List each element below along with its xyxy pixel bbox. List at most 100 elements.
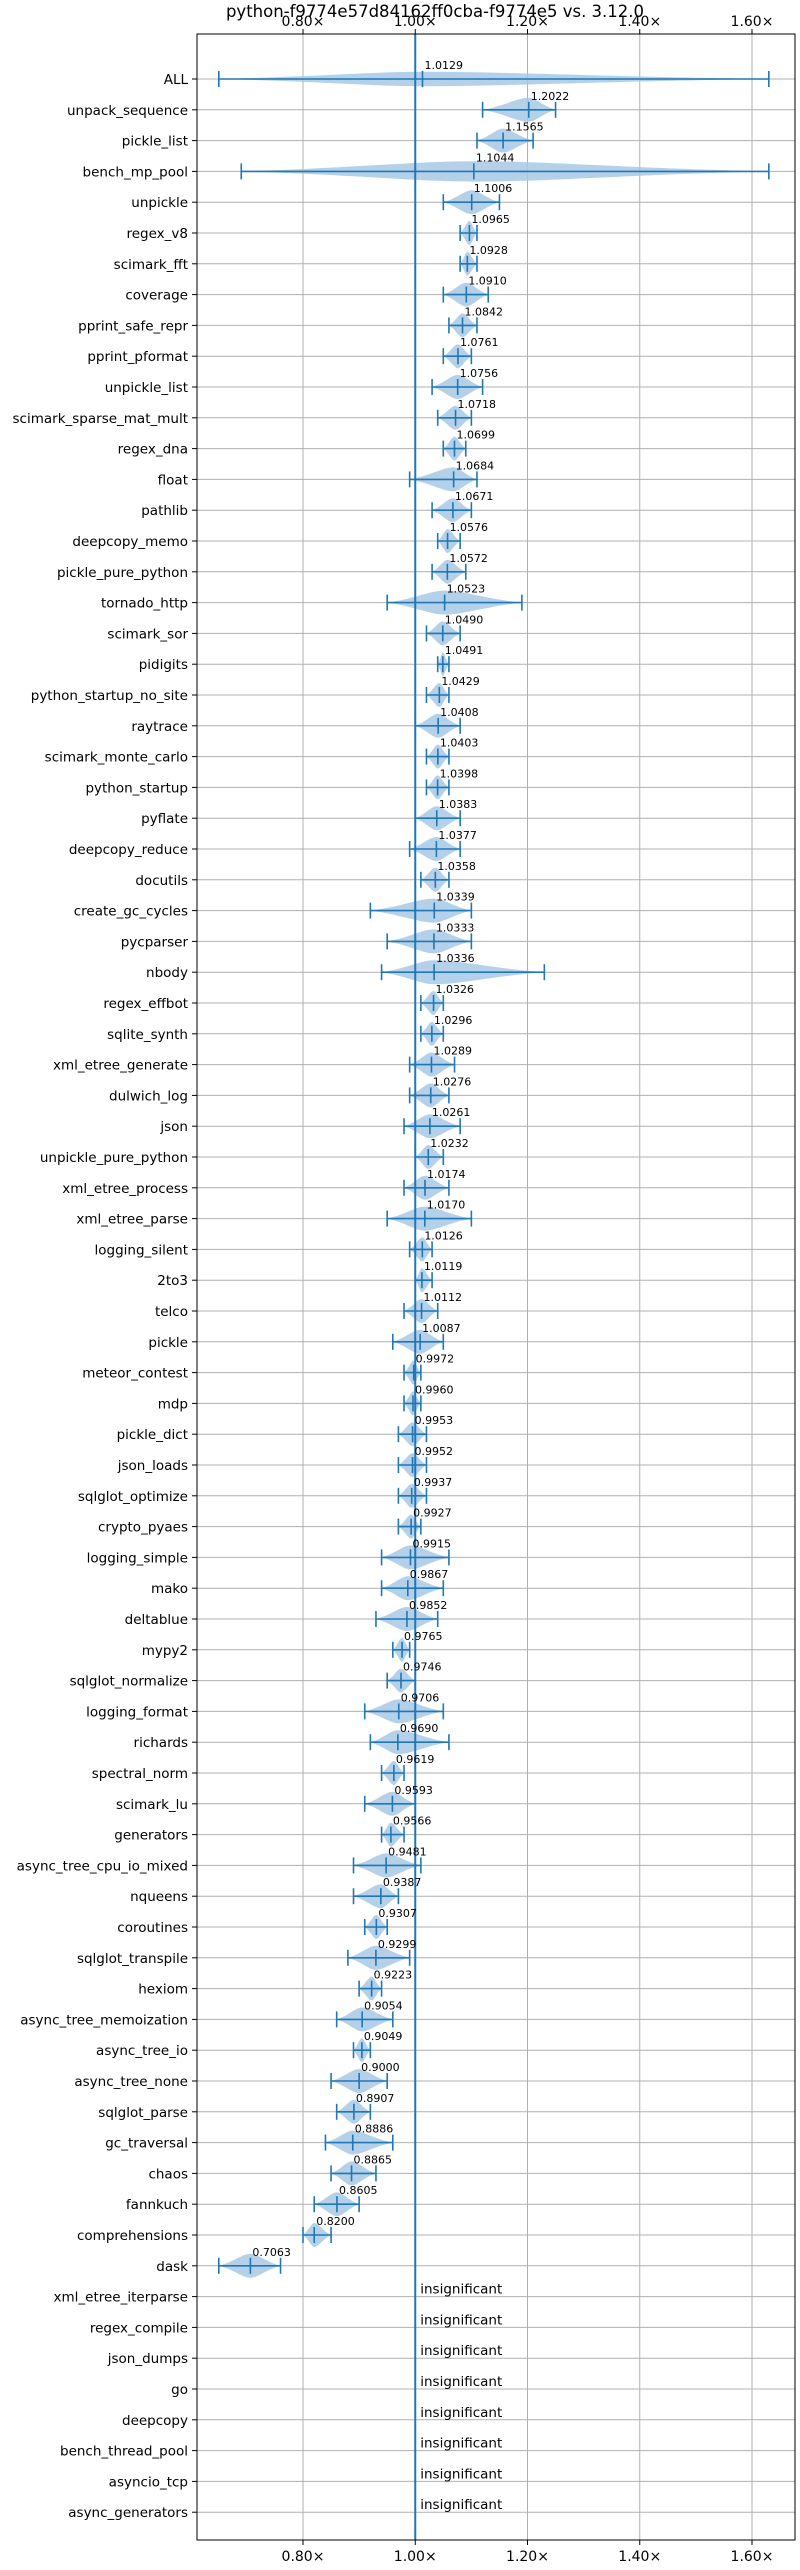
benchmark-label: generators: [114, 1828, 188, 1844]
benchmark-label: unpickle: [131, 195, 188, 211]
chart-title: python-f9774e57d84162ff0cba-f9774e5 vs. …: [226, 2, 644, 21]
insignificant-label: insignificant: [420, 2466, 502, 2482]
benchmark-label: raytrace: [131, 719, 188, 735]
benchmark-label: dask: [156, 2259, 188, 2275]
x-tick-label-top: 1.20×: [506, 14, 549, 30]
value-label: 0.9054: [364, 1999, 403, 2012]
benchmark-label: nbody: [146, 965, 188, 981]
benchmark-label: telco: [155, 1304, 188, 1320]
benchmark-label: deepcopy_reduce: [69, 842, 188, 858]
x-tick-label-bottom: 0.80×: [282, 2549, 325, 2565]
value-label: 0.9960: [415, 1383, 454, 1396]
benchmark-label: xml_etree_generate: [53, 1058, 188, 1074]
benchmark-label: regex_compile: [90, 2320, 188, 2336]
value-label: 0.9765: [404, 1630, 443, 1643]
value-label: 0.7063: [252, 2246, 291, 2259]
insignificant-label: insignificant: [420, 2343, 502, 2359]
benchmark-label: pickle_pure_python: [57, 565, 188, 581]
value-label: 0.9953: [415, 1414, 454, 1427]
value-label: 1.0174: [427, 1168, 466, 1181]
value-label: 0.9299: [378, 1938, 417, 1951]
value-label: 1.0383: [439, 798, 478, 811]
value-label: 0.8865: [354, 2153, 393, 2166]
benchmark-label: fannkuch: [126, 2197, 188, 2213]
value-label: 1.0112: [424, 1291, 463, 1304]
value-label: 1.0910: [468, 275, 507, 288]
value-label: 1.0261: [432, 1106, 471, 1119]
benchmark-label: pickle_dict: [117, 1427, 188, 1443]
value-label: 1.0576: [450, 521, 489, 534]
value-label: 0.9927: [413, 1507, 452, 1520]
value-label: 0.8886: [355, 2123, 394, 2136]
benchmark-label: async_generators: [68, 2505, 188, 2521]
x-tick-label-bottom: 1.40×: [618, 2549, 661, 2565]
benchmark-label: spectral_norm: [92, 1766, 188, 1782]
value-label: 0.9937: [414, 1476, 453, 1489]
value-label: 1.0129: [424, 59, 463, 72]
benchmark-label: logging_simple: [87, 1550, 188, 1566]
insignificant-label: insignificant: [420, 2497, 502, 2513]
value-label: 1.0170: [427, 1199, 466, 1212]
value-label: 1.0491: [445, 644, 484, 657]
value-label: 0.9481: [388, 1845, 427, 1858]
value-label: 0.9706: [401, 1691, 440, 1704]
benchmark-label: scimark_monte_carlo: [45, 750, 188, 766]
benchmark-label: pycparser: [121, 934, 189, 950]
benchmark-label: deepcopy: [122, 2413, 188, 2429]
value-label: 1.0671: [455, 490, 494, 503]
value-label: 0.9867: [410, 1568, 449, 1581]
value-label: 1.0119: [424, 1260, 463, 1273]
value-label: 1.0756: [460, 367, 499, 380]
benchmark-label: regex_effbot: [103, 996, 188, 1012]
benchmark-label: pprint_safe_repr: [78, 318, 188, 334]
benchmark-label: sqlglot_optimize: [78, 1489, 188, 1505]
value-label: 0.8200: [316, 2215, 355, 2228]
benchmark-label: gc_traversal: [105, 2136, 188, 2152]
value-label: 1.0842: [465, 305, 504, 318]
value-label: 0.9952: [415, 1445, 454, 1458]
value-label: 1.0339: [436, 891, 475, 904]
value-label: 1.1044: [476, 151, 514, 164]
benchmark-label: json: [159, 1119, 188, 1135]
value-label: 1.0403: [440, 737, 479, 750]
benchmark-label: scimark_lu: [116, 1797, 188, 1813]
benchmark-label: xml_etree_iterparse: [54, 2290, 189, 2306]
insignificant-label: insignificant: [420, 2374, 502, 2390]
x-tick-label-top: 1.60×: [731, 14, 774, 30]
benchmark-label: ALL: [164, 72, 189, 88]
value-label: 1.0326: [436, 983, 475, 996]
benchmark-label: xml_etree_process: [62, 1181, 188, 1197]
benchmark-label: json_dumps: [107, 2351, 188, 2367]
insignificant-label: insignificant: [420, 2312, 502, 2328]
value-label: 1.0296: [434, 1014, 473, 1027]
benchmark-label: nqueens: [130, 1889, 188, 1905]
value-label: 1.0232: [430, 1137, 469, 1150]
benchmark-label: richards: [134, 1735, 188, 1751]
value-label: 0.9593: [394, 1784, 433, 1797]
benchmark-label: python_startup_no_site: [31, 688, 188, 704]
x-tick-label-top: 1.00×: [394, 14, 437, 30]
benchmark-label: docutils: [135, 873, 188, 889]
benchmark-label: coroutines: [117, 1920, 188, 1936]
value-label: 0.9972: [416, 1353, 455, 1366]
benchmark-label: async_tree_none: [74, 2074, 188, 2090]
value-label: 1.0358: [437, 860, 476, 873]
value-label: 1.0523: [447, 583, 486, 596]
value-label: 1.0408: [440, 706, 479, 719]
benchmark-label: unpickle_pure_python: [40, 1150, 188, 1166]
x-tick-label-bottom: 1.60×: [731, 2549, 774, 2565]
benchmark-label: sqlglot_normalize: [70, 1674, 188, 1690]
value-label: 1.0718: [458, 398, 497, 411]
benchmark-label: logging_format: [86, 1704, 188, 1720]
benchmark-label: unpickle_list: [105, 380, 188, 396]
value-label: 0.9690: [400, 1722, 439, 1735]
benchmark-label: unpack_sequence: [67, 103, 188, 119]
benchmark-label: async_tree_cpu_io_mixed: [17, 1858, 188, 1874]
benchmark-label: tornado_http: [101, 596, 188, 612]
benchmark-label: dulwich_log: [109, 1088, 188, 1104]
benchmark-label: sqlglot_transpile: [77, 1951, 188, 1967]
value-label: 0.9387: [383, 1876, 422, 1889]
benchmark-label: sqlite_synth: [107, 1027, 188, 1043]
